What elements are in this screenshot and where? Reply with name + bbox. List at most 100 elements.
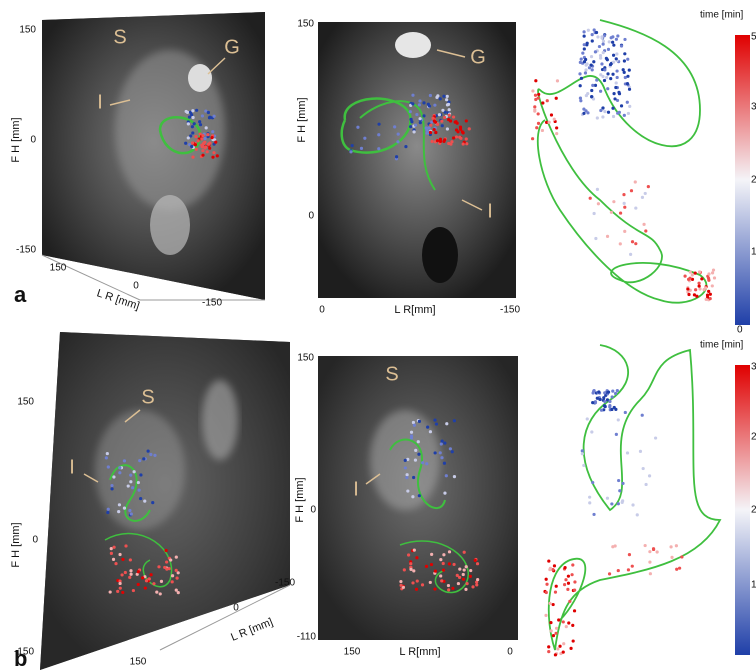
point <box>455 135 458 138</box>
point <box>453 419 456 422</box>
point <box>631 565 634 568</box>
point <box>416 579 419 582</box>
point <box>412 130 415 133</box>
point <box>580 58 583 61</box>
point <box>106 452 109 455</box>
point <box>644 483 647 486</box>
point <box>445 474 448 477</box>
point <box>600 35 603 38</box>
point <box>612 115 615 118</box>
point <box>448 550 451 553</box>
point <box>465 565 468 568</box>
point <box>175 589 178 592</box>
point <box>608 572 611 575</box>
point <box>446 127 449 130</box>
colorbar-tick: 10 <box>751 580 756 591</box>
point <box>439 574 442 577</box>
colorbar-title: time [min] <box>700 340 744 351</box>
point <box>573 589 576 592</box>
point <box>607 111 610 114</box>
point <box>466 582 469 585</box>
point <box>476 562 479 565</box>
point <box>620 44 623 47</box>
point <box>439 451 442 454</box>
point <box>584 68 587 71</box>
point <box>433 418 436 421</box>
point <box>531 89 534 92</box>
point <box>712 268 715 271</box>
point <box>418 420 421 423</box>
tick-label: 150 <box>344 647 361 658</box>
point <box>670 556 673 559</box>
tick-label: 0 <box>308 211 314 222</box>
point <box>555 126 558 129</box>
tick-label: 150 <box>297 353 314 364</box>
point <box>622 68 625 71</box>
annotation: I <box>487 200 493 222</box>
point <box>458 568 461 571</box>
point <box>397 133 400 136</box>
point <box>626 451 629 454</box>
point <box>451 450 454 453</box>
point <box>418 117 421 120</box>
point <box>409 562 412 565</box>
point <box>152 582 155 585</box>
view-2d-b: F H [mm] 150 0 -110 150 0 L R[mm] S I <box>294 353 518 658</box>
point <box>639 450 642 453</box>
point <box>442 95 445 98</box>
colorbar-tick: 13 <box>751 247 756 258</box>
point <box>602 51 605 54</box>
point <box>596 35 599 38</box>
point <box>558 645 561 648</box>
point <box>590 95 593 98</box>
point <box>545 583 548 586</box>
y-axis-label: F H [mm] <box>10 522 22 567</box>
panel-label: b <box>14 646 27 670</box>
tick-label: 0 <box>507 647 513 658</box>
point <box>598 45 601 48</box>
point <box>678 567 681 570</box>
point <box>583 43 586 46</box>
point <box>620 104 623 107</box>
point <box>612 92 615 95</box>
point <box>118 553 121 556</box>
point <box>582 30 585 33</box>
point <box>631 503 634 506</box>
point <box>644 229 647 232</box>
point <box>596 397 599 400</box>
point <box>631 240 634 243</box>
organ <box>188 64 212 92</box>
point <box>603 391 606 394</box>
point <box>686 288 689 291</box>
point <box>589 197 592 200</box>
point <box>447 588 450 591</box>
point <box>607 391 610 394</box>
point <box>405 476 408 479</box>
point <box>436 139 439 142</box>
point <box>187 122 190 125</box>
point <box>616 34 619 37</box>
point <box>567 621 570 624</box>
point <box>593 28 596 31</box>
point <box>544 614 547 617</box>
point <box>612 61 615 64</box>
point <box>615 69 618 72</box>
point <box>129 558 132 561</box>
point <box>626 82 629 85</box>
point <box>194 143 197 146</box>
point <box>406 473 409 476</box>
point <box>433 587 436 590</box>
point <box>201 149 204 152</box>
point <box>614 86 617 89</box>
point <box>212 151 215 154</box>
point <box>615 433 618 436</box>
point <box>568 600 571 603</box>
point <box>553 118 556 121</box>
point <box>443 116 446 119</box>
point <box>430 140 433 143</box>
point <box>601 106 604 109</box>
point <box>689 271 692 274</box>
point <box>105 456 108 459</box>
annotation: S <box>385 363 398 385</box>
point <box>584 58 587 61</box>
